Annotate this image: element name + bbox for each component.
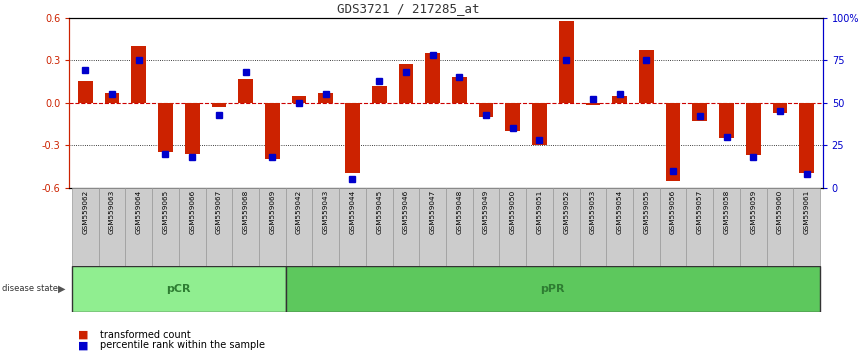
Title: GDS3721 / 217285_at: GDS3721 / 217285_at [337, 2, 480, 15]
Text: GSM559062: GSM559062 [82, 190, 88, 234]
Bar [559, 21, 573, 103]
Text: GSM559057: GSM559057 [697, 190, 703, 234]
Text: GSM559064: GSM559064 [136, 190, 142, 234]
Bar [527, 188, 553, 266]
Text: GSM559066: GSM559066 [189, 190, 195, 234]
Bar [419, 188, 446, 266]
Bar [132, 46, 146, 103]
Text: GSM559053: GSM559053 [590, 190, 596, 234]
Bar [259, 188, 286, 266]
Bar [158, 103, 173, 152]
Text: ■: ■ [78, 340, 88, 350]
Bar [799, 103, 814, 173]
Bar [184, 103, 199, 154]
Bar [398, 64, 413, 103]
Text: GSM559049: GSM559049 [483, 190, 489, 234]
Bar [286, 188, 313, 266]
Text: transformed count: transformed count [100, 330, 191, 339]
Text: GSM559055: GSM559055 [643, 190, 650, 234]
Bar [660, 188, 687, 266]
Bar [506, 103, 520, 131]
Bar [500, 188, 527, 266]
Bar [72, 188, 99, 266]
Bar [319, 93, 333, 103]
Bar [553, 188, 579, 266]
Text: pCR: pCR [166, 284, 191, 293]
Text: GSM559068: GSM559068 [242, 190, 249, 234]
Bar [746, 103, 760, 155]
Bar [714, 188, 740, 266]
Bar [579, 188, 606, 266]
Bar [666, 103, 681, 181]
Text: GSM559063: GSM559063 [109, 190, 115, 234]
Text: GSM559061: GSM559061 [804, 190, 810, 234]
Bar [585, 103, 600, 105]
Bar [479, 103, 494, 117]
Text: GSM559043: GSM559043 [323, 190, 329, 234]
Text: GSM559059: GSM559059 [750, 190, 756, 234]
Bar [126, 188, 152, 266]
Text: GSM559067: GSM559067 [216, 190, 222, 234]
Text: GSM559052: GSM559052 [563, 190, 569, 234]
Text: GSM559044: GSM559044 [350, 190, 355, 234]
Bar [72, 266, 286, 312]
Text: GSM559069: GSM559069 [269, 190, 275, 234]
Bar [205, 188, 232, 266]
Text: GSM559060: GSM559060 [777, 190, 783, 234]
Text: GSM559046: GSM559046 [403, 190, 409, 234]
Bar [446, 188, 473, 266]
Bar [532, 103, 546, 145]
Bar [99, 188, 126, 266]
Bar [473, 188, 500, 266]
Text: ▶: ▶ [58, 284, 66, 293]
Bar [633, 188, 660, 266]
Bar [265, 103, 280, 159]
Text: GSM559056: GSM559056 [670, 190, 676, 234]
Bar [365, 188, 392, 266]
Bar [766, 188, 793, 266]
Bar [452, 77, 467, 103]
Bar [793, 188, 820, 266]
Text: GSM559065: GSM559065 [163, 190, 169, 234]
Text: GSM559047: GSM559047 [430, 190, 436, 234]
Bar [105, 93, 120, 103]
Bar [232, 188, 259, 266]
Bar [238, 79, 253, 103]
Bar [392, 188, 419, 266]
Bar [719, 103, 734, 138]
Text: GSM559042: GSM559042 [296, 190, 302, 234]
Bar [639, 50, 654, 103]
Text: GSM559045: GSM559045 [376, 190, 382, 234]
Text: GSM559050: GSM559050 [510, 190, 516, 234]
Text: GSM559051: GSM559051 [537, 190, 542, 234]
Text: GSM559054: GSM559054 [617, 190, 623, 234]
Bar [740, 188, 766, 266]
Bar [612, 96, 627, 103]
Bar [772, 103, 787, 113]
Bar [693, 103, 708, 121]
Bar [292, 96, 307, 103]
Bar [606, 188, 633, 266]
Bar [78, 81, 93, 103]
Bar [178, 188, 205, 266]
Text: percentile rank within the sample: percentile rank within the sample [100, 340, 265, 350]
Bar [286, 266, 820, 312]
Text: GSM559048: GSM559048 [456, 190, 462, 234]
Bar [687, 188, 714, 266]
Text: ■: ■ [78, 330, 88, 339]
Bar [211, 103, 226, 107]
Bar [346, 103, 360, 173]
Text: disease state: disease state [2, 284, 58, 293]
Bar [313, 188, 339, 266]
Bar [152, 188, 178, 266]
Bar [339, 188, 365, 266]
Text: pPR: pPR [540, 284, 565, 293]
Bar [372, 86, 386, 103]
Bar [425, 53, 440, 103]
Text: GSM559058: GSM559058 [723, 190, 729, 234]
